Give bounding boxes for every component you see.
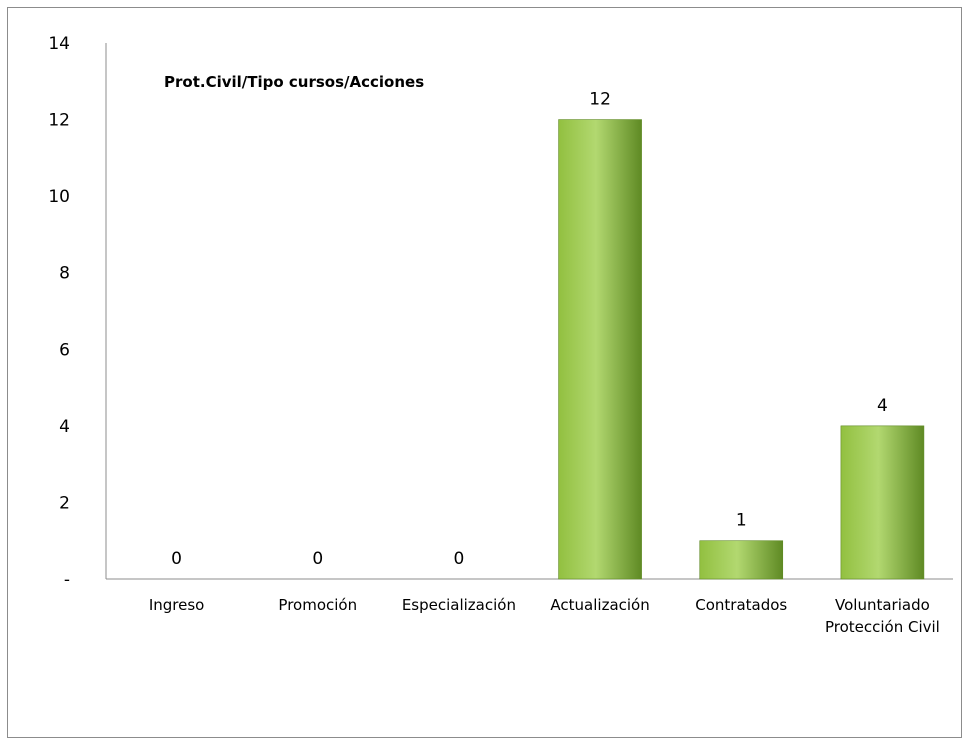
data-label: 0 <box>454 549 465 569</box>
bar <box>840 425 925 580</box>
x-tick-label: Promoción <box>278 596 357 614</box>
chart-frame <box>7 7 962 738</box>
y-tick-label: 8 <box>59 264 70 284</box>
y-tick-label: 10 <box>48 187 70 207</box>
y-tick-label: 12 <box>48 111 70 131</box>
y-tick-label: 4 <box>59 417 70 437</box>
data-label: 0 <box>171 549 182 569</box>
bar <box>558 119 642 580</box>
y-tick-label: 6 <box>59 340 70 360</box>
x-tick-label: Actualización <box>550 596 649 614</box>
chart-title: Prot.Civil/Tipo cursos/Acciones <box>164 73 424 91</box>
bar <box>699 540 784 580</box>
x-tick-label: Ingreso <box>149 596 205 614</box>
x-tick-label: Especialización <box>402 596 516 614</box>
data-label: 1 <box>736 511 747 531</box>
x-tick-label: Voluntariado Protección Civil <box>825 596 940 636</box>
data-label: 4 <box>877 396 888 416</box>
y-tick-label: 14 <box>48 34 70 54</box>
y-tick-label: - <box>64 570 70 590</box>
data-label: 12 <box>589 90 611 110</box>
data-label: 0 <box>312 549 323 569</box>
x-tick-label: Contratados <box>695 596 787 614</box>
y-tick-label: 2 <box>59 493 70 513</box>
